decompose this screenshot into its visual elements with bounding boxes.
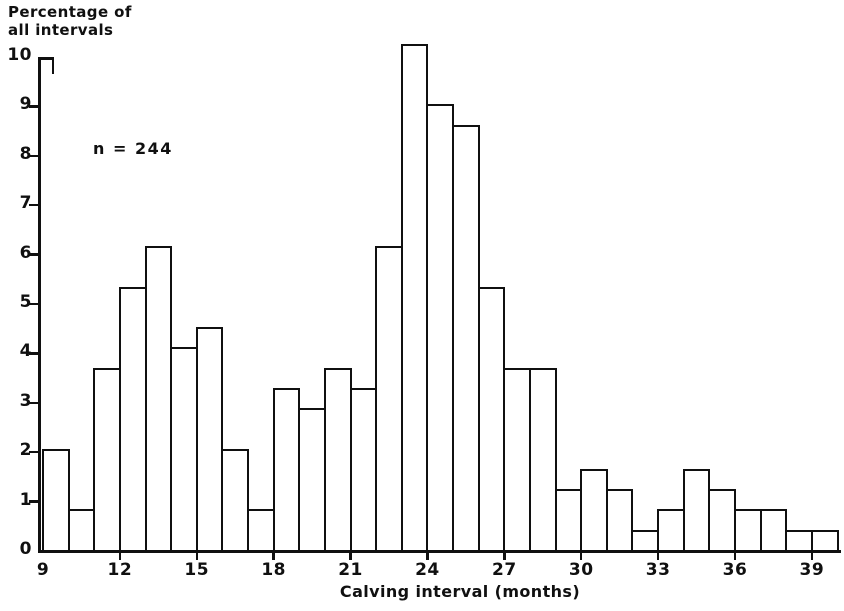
x-tick-label: 9 (36, 560, 50, 580)
y-tick-label: 6 (19, 242, 32, 263)
y-tick-label: 7 (19, 193, 32, 214)
x-tick (272, 551, 275, 560)
histogram-bar (247, 509, 275, 550)
histogram-bar (759, 509, 788, 550)
x-tick-label: 21 (338, 560, 363, 580)
x-tick (810, 551, 814, 560)
y-tick (29, 302, 38, 306)
y-tick-label: 2 (19, 440, 32, 461)
y-tick (29, 450, 38, 454)
y-axis-top-tick-horizontal (38, 57, 54, 60)
x-tick-label: 36 (722, 560, 748, 580)
histogram-bar (708, 489, 736, 550)
sample-size-annotation: n = 244 (93, 139, 173, 158)
histogram-bar (528, 367, 557, 550)
y-axis-title-line2: all intervals (8, 21, 114, 39)
histogram-bar (810, 529, 839, 550)
x-axis-line (38, 550, 841, 553)
x-tick-label: 12 (107, 560, 133, 580)
y-tick (29, 352, 38, 355)
histogram-bar (477, 286, 506, 550)
y-tick-label: 5 (19, 292, 32, 312)
y-axis-title-line1: Percentage of (8, 3, 132, 21)
histogram-bar (67, 509, 96, 550)
y-axis-title: Percentage of all intervals (8, 3, 132, 39)
histogram-bar (272, 387, 301, 550)
y-tick-label: 4 (19, 341, 32, 362)
histogram-bar (298, 408, 326, 550)
x-tick (733, 551, 737, 560)
histogram-bar (657, 509, 685, 550)
histogram-bar (118, 286, 147, 550)
histogram-bar (452, 124, 480, 550)
y-axis-top-tick-vertical (51, 57, 54, 74)
x-tick-label: 39 (799, 560, 825, 580)
x-tick (118, 551, 122, 560)
histogram-bar (580, 468, 608, 550)
histogram-bar (605, 489, 634, 550)
y-tick (29, 105, 38, 108)
x-tick-label: 15 (184, 560, 210, 580)
x-tick (656, 551, 660, 560)
x-tick (503, 551, 506, 560)
x-tick-label: 30 (568, 560, 594, 580)
histogram-bar (503, 367, 531, 550)
y-tick (29, 154, 38, 158)
histogram-bar (375, 246, 403, 550)
x-tick (349, 551, 352, 560)
histogram-bar (93, 367, 121, 550)
x-tick (579, 551, 583, 560)
histogram-bar (42, 448, 70, 550)
y-tick-label: 9 (19, 94, 32, 115)
y-tick-label: 10 (7, 45, 32, 65)
x-axis-title: Calving interval (months) (339, 582, 581, 601)
histogram-bar (426, 104, 455, 550)
y-tick (29, 203, 38, 207)
x-tick-label: 27 (491, 560, 517, 580)
histogram-bar (682, 468, 711, 550)
histogram-bar (221, 448, 250, 550)
y-tick-label: 3 (19, 390, 32, 411)
y-axis-line (38, 57, 41, 553)
y-tick (29, 401, 38, 405)
y-tick-label: 0 (19, 539, 32, 559)
histogram-bar (349, 387, 378, 550)
histogram-bar (144, 246, 173, 550)
y-tick-label: 8 (19, 143, 32, 164)
y-tick (29, 500, 38, 503)
histogram-bar (195, 327, 224, 550)
histogram-bar (170, 347, 198, 550)
histogram-bar (734, 509, 762, 550)
histogram-bar (785, 529, 813, 550)
histogram-bar (554, 489, 583, 550)
x-tick-label: 33 (645, 560, 671, 580)
y-tick-label: 1 (19, 489, 32, 510)
y-tick (29, 253, 38, 256)
x-tick (426, 551, 429, 560)
histogram-bar (631, 529, 660, 550)
x-tick-label: 18 (261, 560, 286, 580)
x-tick (195, 551, 199, 560)
histogram-bar (323, 367, 352, 550)
histogram-bar (400, 43, 429, 550)
x-tick-label: 24 (415, 560, 440, 580)
